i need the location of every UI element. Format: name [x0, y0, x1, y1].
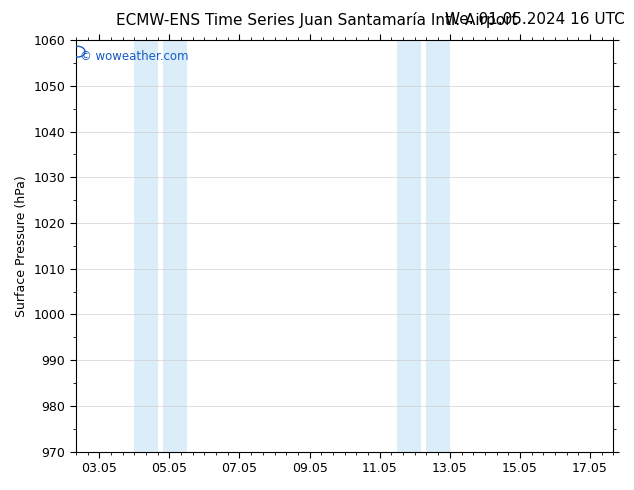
Text: We. 01.05.2024 16 UTC: We. 01.05.2024 16 UTC — [444, 12, 624, 27]
Text: © woweather.com: © woweather.com — [80, 50, 189, 63]
Bar — [427, 40, 450, 452]
Bar — [134, 40, 158, 452]
Bar — [398, 40, 420, 452]
Y-axis label: Surface Pressure (hPa): Surface Pressure (hPa) — [15, 175, 28, 317]
Text: ECMW-ENS Time Series Juan Santamaría Intl. Airport: ECMW-ENS Time Series Juan Santamaría Int… — [116, 12, 518, 28]
Bar — [164, 40, 187, 452]
